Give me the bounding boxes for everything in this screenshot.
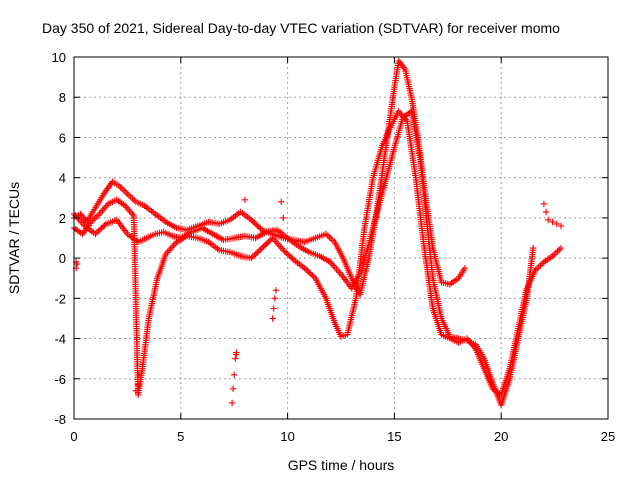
- track-b-point: [257, 246, 264, 253]
- track-b-point: [281, 248, 289, 255]
- y-tick-label: 6: [59, 130, 66, 145]
- track-b-point: [260, 243, 267, 250]
- y-tick-label: 0: [59, 251, 66, 266]
- x-tick-label: 15: [387, 429, 401, 444]
- fragments-point: [232, 355, 239, 362]
- grid: [74, 57, 608, 419]
- fragments-point: [542, 208, 550, 216]
- fragments-point: [540, 200, 548, 207]
- track-a-point: [248, 216, 255, 224]
- fragments-point: [74, 260, 81, 268]
- track-b-point: [255, 247, 263, 255]
- track-b-point: [254, 249, 261, 256]
- track-b-point: [252, 250, 260, 257]
- fragments-point: [557, 222, 565, 230]
- track-b-point: [306, 269, 313, 276]
- y-tick-label: -2: [54, 291, 66, 306]
- fragments-point: [241, 196, 249, 203]
- y-tick-label: 10: [52, 50, 66, 65]
- x-axis-label: GPS time / hours: [288, 457, 395, 473]
- track-b-point: [249, 253, 256, 260]
- track-c-point: [92, 230, 99, 238]
- track-c-point: [99, 223, 107, 230]
- y-tick-label: 2: [59, 211, 66, 226]
- fragments-point: [272, 287, 280, 294]
- fragments-point: [231, 371, 238, 378]
- track-b-point: [284, 251, 292, 258]
- x-tick-label: 10: [280, 429, 294, 444]
- fragments-point: [233, 349, 240, 356]
- fragments-point: [135, 371, 143, 378]
- track-a-point: [461, 265, 469, 272]
- track-b-point: [261, 242, 269, 249]
- y-tick-label: 8: [59, 90, 66, 105]
- track-c-point: [93, 229, 101, 236]
- track-c-point: [101, 222, 108, 229]
- track-b-point: [301, 265, 308, 272]
- track-c-point: [98, 225, 105, 232]
- fragments-point: [228, 399, 236, 407]
- x-tick-label: 0: [70, 429, 77, 444]
- track-b-point: [263, 240, 270, 247]
- track-b-point: [248, 254, 255, 262]
- track-b-point: [266, 237, 273, 245]
- fragments-point: [270, 305, 277, 312]
- track-b-point: [283, 249, 290, 257]
- y-tick-label: 4: [59, 171, 66, 186]
- fragments-point: [229, 385, 237, 392]
- fragments-point: [280, 214, 287, 222]
- track-b-point: [258, 244, 266, 252]
- track-c-point: [95, 227, 102, 235]
- track-b-point: [557, 244, 565, 252]
- data-points: [70, 57, 565, 409]
- track-b-point: [307, 270, 314, 278]
- track-b-point: [289, 255, 296, 262]
- track-c-point: [530, 244, 537, 252]
- track-a-point: [254, 222, 261, 229]
- chart-title: Day 350 of 2021, Sidereal Day-to-day VTE…: [42, 20, 560, 36]
- track-b-point: [264, 239, 272, 246]
- track-a-point: [249, 218, 256, 225]
- fragments-point: [132, 387, 140, 394]
- track-b-point: [303, 266, 310, 273]
- x-tick-label: 25: [601, 429, 615, 444]
- track-c-point: [96, 226, 104, 233]
- fragments-point: [269, 315, 276, 322]
- fragments-point: [271, 295, 278, 302]
- x-tick-label: 20: [494, 429, 508, 444]
- fragments-point: [545, 216, 552, 224]
- y-tick-label: -8: [54, 412, 66, 427]
- track-a-point: [251, 219, 258, 226]
- fragments-point: [549, 218, 556, 226]
- fragments-point: [553, 220, 560, 228]
- track-b-point: [304, 267, 311, 275]
- x-tick-label: 5: [177, 429, 184, 444]
- y-tick-label: -4: [54, 332, 66, 347]
- fragments-point: [278, 198, 285, 205]
- track-a-point: [252, 221, 260, 228]
- y-tick-label: -6: [54, 372, 66, 387]
- y-axis-label: SDTVAR / TECUs: [6, 182, 22, 294]
- track-b-point: [309, 272, 316, 279]
- fragments-point: [134, 381, 142, 388]
- plot-frame: [73, 56, 609, 420]
- track-a-point: [255, 223, 263, 231]
- track-b-point: [287, 254, 295, 261]
